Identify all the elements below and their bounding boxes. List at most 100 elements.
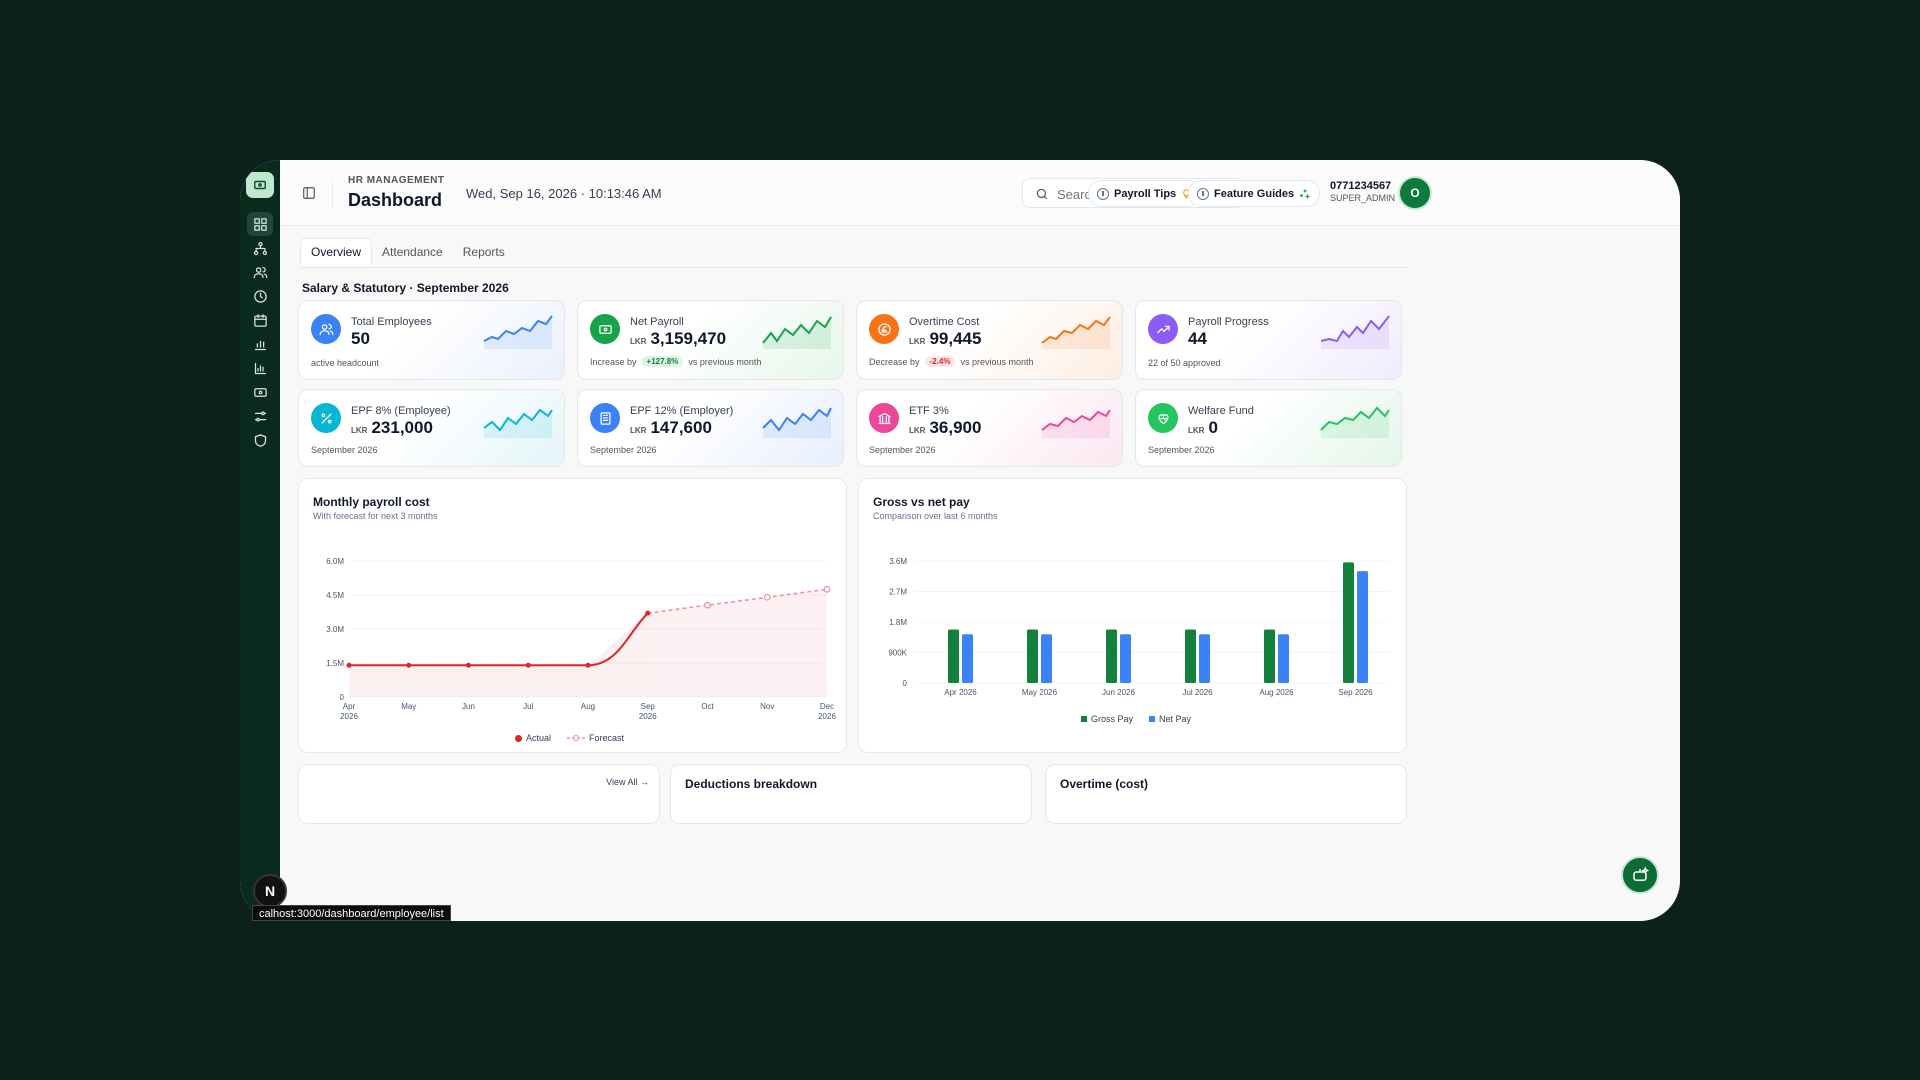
sidebar-item-employees[interactable]	[247, 260, 273, 284]
kpi-card-epf-employer[interactable]: EPF 12% (Employer) LKR 147,600 September …	[577, 389, 844, 467]
kpi-value: LKR 99,445	[909, 329, 981, 349]
app-window: HR MANAGEMENT Dashboard Wed, Sep 16, 202…	[240, 160, 1680, 921]
x-tick-label: Jul	[523, 702, 533, 711]
sidebar-item-attendance[interactable]	[247, 284, 273, 308]
legend-label: Net Pay	[1159, 714, 1192, 724]
search-icon	[1035, 187, 1049, 206]
main-content: HR MANAGEMENT Dashboard Wed, Sep 16, 202…	[280, 160, 1680, 921]
sidebar-item-analytics[interactable]	[247, 332, 273, 356]
bar-gross-pay	[1264, 629, 1275, 683]
section-label: HR MANAGEMENT	[348, 175, 445, 186]
building-icon	[590, 403, 620, 433]
x-tick-label: Aug	[581, 702, 595, 711]
x-tick-label-year: 2026	[639, 712, 657, 721]
x-tick-label: May	[401, 702, 416, 711]
payroll-tips-button[interactable]: Payroll Tips	[1088, 180, 1202, 207]
divider	[332, 182, 333, 206]
sub-prefix: Decrease by	[869, 356, 920, 367]
actual-point	[585, 662, 591, 668]
bar-chart[interactable]: 0 900K 1.8M 2.7M 3.6M Apr 2026 May 2026 Jun 202…	[859, 479, 1407, 753]
sidebar-item-organization[interactable]	[247, 236, 273, 260]
tab-reports[interactable]: Reports	[462, 245, 505, 259]
sidebar-toggle-button[interactable]	[302, 186, 316, 200]
kpi-label: Total Employees	[351, 316, 432, 328]
bar-gross-pay	[1106, 629, 1117, 683]
legend-item-forecast[interactable]: Forecast	[567, 733, 624, 743]
sidebar-item-calendar[interactable]	[247, 308, 273, 332]
kpi-value: LKR 36,900	[909, 418, 981, 438]
legend-swatch	[1149, 716, 1156, 722]
kpi-subtext: September 2026	[1148, 445, 1215, 455]
legend-item-net-pay[interactable]: Net Pay	[1149, 714, 1191, 724]
kpi-subtext: Increase by +127.8% vs previous month	[590, 356, 761, 367]
kpi-card-net-payroll[interactable]: Net Payroll LKR 3,159,470 Increase by +127…	[577, 300, 844, 380]
overtime-panel: Overtime (cost)	[1045, 764, 1407, 824]
bank-icon	[869, 403, 899, 433]
kpi-card-total-employees[interactable]: Total Employees 50 active headcount	[298, 300, 565, 380]
dev-tools-badge[interactable]: N	[253, 874, 287, 908]
kpi-subtext: active headcount	[311, 358, 380, 368]
kpi-number: 44	[1188, 329, 1207, 348]
kpi-label: Net Payroll	[630, 316, 684, 328]
wallet-logo-icon	[254, 180, 266, 190]
x-tick-label: Sep	[641, 702, 656, 711]
clock-icon	[253, 289, 267, 303]
bar-gross-pay	[1185, 629, 1196, 683]
kpi-card-epf-employee[interactable]: EPF 8% (Employee) LKR 231,000 September 2…	[298, 389, 565, 467]
x-tick-label: Sep 2026	[1338, 688, 1373, 697]
actual-line	[349, 612, 649, 667]
feature-guides-label: Feature Guides	[1214, 187, 1295, 200]
kpi-card-payroll-progress[interactable]: Payroll Progress 44 22 of 50 approved	[1135, 300, 1402, 380]
sub-prefix: Increase by	[590, 356, 637, 367]
percent-icon	[311, 403, 341, 433]
actual-point	[645, 610, 651, 616]
x-tick-label: May 2026	[1022, 688, 1058, 697]
kpi-subtext: 22 of 50 approved	[1148, 358, 1221, 368]
app-logo[interactable]	[246, 172, 274, 198]
legend-item-actual[interactable]: Actual	[515, 733, 551, 743]
chart-subtitle: Comparison over last 6 months	[873, 511, 998, 521]
kpi-label: Payroll Progress	[1188, 316, 1269, 328]
chart-title: Monthly payroll cost	[313, 495, 430, 509]
sidebar-item-dashboard[interactable]	[247, 212, 273, 236]
x-tick-label: Apr 2026	[944, 688, 977, 697]
x-tick-label: Dec	[820, 702, 834, 711]
kpi-value: 44	[1188, 329, 1207, 349]
y-tick-label: 4.5M	[326, 591, 344, 600]
sparkline	[483, 315, 553, 349]
kpi-number: 3,159,470	[650, 329, 727, 348]
sidebar-item-security[interactable]	[247, 428, 273, 452]
topbar: HR MANAGEMENT Dashboard Wed, Sep 16, 202…	[280, 160, 1680, 226]
x-tick-label: Jun	[462, 702, 475, 711]
chart-legend: Gross Pay Net Pay	[1081, 714, 1191, 724]
sidebar-item-settings[interactable]	[247, 404, 273, 428]
kpi-subtext: September 2026	[590, 445, 657, 455]
view-all-link[interactable]: View All →	[606, 777, 649, 787]
y-tick-label: 3.6M	[889, 557, 907, 566]
panel-title: Overtime (cost)	[1060, 777, 1149, 791]
sidebar-item-payroll[interactable]	[247, 380, 273, 404]
currency: LKR	[1188, 426, 1205, 435]
x-tick-label: Aug 2026	[1259, 688, 1294, 697]
tab-attendance[interactable]: Attendance	[382, 245, 443, 259]
avatar[interactable]: O	[1400, 178, 1430, 208]
kpi-card-etf[interactable]: ETF 3% LKR 36,900 September 2026	[856, 389, 1123, 467]
kpi-number: 231,000	[371, 418, 433, 437]
sidebar-item-reports[interactable]	[247, 356, 273, 380]
payroll-tips-label: Payroll Tips	[1114, 187, 1177, 200]
kpi-number: 50	[351, 329, 370, 348]
legend-item-gross-pay[interactable]: Gross Pay	[1081, 714, 1133, 724]
assistant-button[interactable]	[1621, 856, 1659, 894]
kpi-value: 50	[351, 329, 370, 349]
kpi-number: 0	[1208, 418, 1218, 437]
tab-overview[interactable]: Overview	[300, 238, 373, 266]
sparkline	[1320, 406, 1390, 438]
user-info[interactable]: 0771234567 SUPER_ADMIN	[1330, 180, 1400, 203]
sparkline	[1041, 316, 1111, 349]
feature-guides-button[interactable]: Feature Guides	[1188, 180, 1321, 207]
kpi-card-welfare-fund[interactable]: Welfare Fund LKR 0 September 2026	[1135, 389, 1402, 467]
kpi-card-overtime-cost[interactable]: Overtime Cost LKR 99,445 Decrease by -2.4%…	[856, 300, 1123, 380]
chart-legend: Actual Forecast	[515, 733, 624, 743]
kpi-subtext: Decrease by -2.4% vs previous month	[869, 356, 1033, 367]
